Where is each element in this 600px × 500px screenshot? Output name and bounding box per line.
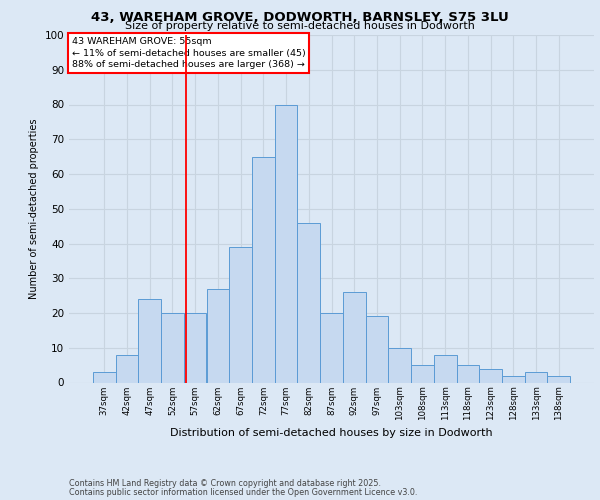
Bar	[139, 299, 161, 382]
Bar	[388, 348, 411, 382]
Bar	[365, 316, 388, 382]
Bar	[320, 313, 343, 382]
Bar	[275, 104, 298, 382]
Bar	[116, 354, 139, 382]
Bar	[343, 292, 365, 382]
Bar	[479, 368, 502, 382]
Bar	[457, 365, 479, 382]
Bar	[547, 376, 570, 382]
Bar	[502, 376, 524, 382]
Text: Contains HM Land Registry data © Crown copyright and database right 2025.: Contains HM Land Registry data © Crown c…	[69, 479, 381, 488]
Bar	[298, 222, 320, 382]
Bar	[252, 156, 275, 382]
Text: 43 WAREHAM GROVE: 55sqm
← 11% of semi-detached houses are smaller (45)
88% of se: 43 WAREHAM GROVE: 55sqm ← 11% of semi-de…	[71, 36, 305, 70]
Y-axis label: Number of semi-detached properties: Number of semi-detached properties	[29, 118, 39, 299]
Bar	[411, 365, 434, 382]
Text: 43, WAREHAM GROVE, DODWORTH, BARNSLEY, S75 3LU: 43, WAREHAM GROVE, DODWORTH, BARNSLEY, S…	[91, 11, 509, 24]
Bar	[161, 313, 184, 382]
Bar	[93, 372, 116, 382]
Bar	[524, 372, 547, 382]
Bar	[434, 354, 457, 382]
Bar	[184, 313, 206, 382]
Text: Contains public sector information licensed under the Open Government Licence v3: Contains public sector information licen…	[69, 488, 418, 497]
Bar	[206, 288, 229, 382]
Bar	[229, 247, 252, 382]
Text: Size of property relative to semi-detached houses in Dodworth: Size of property relative to semi-detach…	[125, 21, 475, 31]
X-axis label: Distribution of semi-detached houses by size in Dodworth: Distribution of semi-detached houses by …	[170, 428, 493, 438]
